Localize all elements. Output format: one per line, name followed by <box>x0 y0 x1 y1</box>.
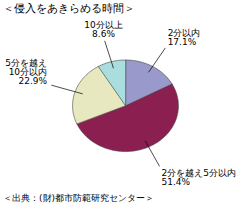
svg-text:5分を越え10分以内22.9%: 5分を越え10分以内22.9% <box>5 58 47 86</box>
html-text:＜出典：(財)都市防範研究センター＞: ＜出典：(財)都市防範研究センター＞ <box>3 193 154 203</box>
svg-text:10分以上8.6%: 10分以上8.6% <box>84 20 122 39</box>
html-text:＜侵入をあきらめる時間＞: ＜侵入をあきらめる時間＞ <box>3 2 135 15</box>
svg-text:2分以内17.1%: 2分以内17.1% <box>168 28 201 47</box>
svg-text:2分を越え5分以内51.4%: 2分を越え5分以内51.4% <box>161 168 235 187</box>
